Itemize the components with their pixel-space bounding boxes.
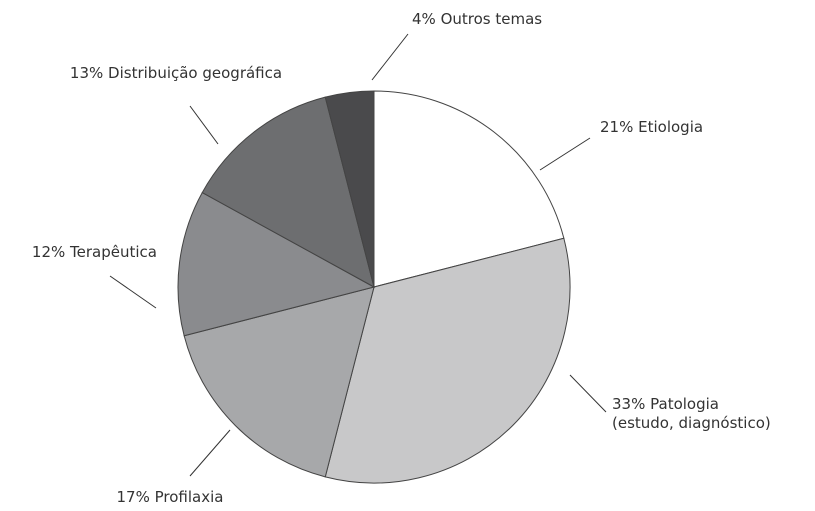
- category-label: Patologia (estudo, diagnóstico): [612, 395, 771, 432]
- value-label: 12%: [31, 243, 66, 261]
- pie-slice: [183, 286, 375, 478]
- value-label: 17%: [116, 488, 150, 506]
- slice-label: 17% Profilaxia: [117, 488, 224, 507]
- slice-label: 4% Outros temas: [412, 10, 542, 29]
- category-label: Profilaxia: [154, 488, 224, 506]
- pie-slice: [177, 191, 376, 337]
- pie-slice: [324, 237, 571, 484]
- category-label: Distribuição geográfica: [108, 64, 283, 82]
- leader-line: [189, 105, 219, 145]
- pie-slice: [201, 96, 375, 288]
- slice-label: 21% Etiologia: [600, 118, 703, 137]
- pie-slice: [373, 90, 565, 288]
- category-label: Terapêutica: [70, 243, 157, 261]
- leader-line: [569, 374, 607, 413]
- slice-label: 13% Distribuição geográfica: [70, 64, 282, 83]
- value-label: 13%: [69, 64, 104, 82]
- category-label: Outros temas: [440, 10, 543, 28]
- pie-slice: [324, 90, 375, 288]
- slice-label: 33% Patologia (estudo, diagnóstico): [612, 395, 771, 433]
- leader-line: [539, 137, 591, 171]
- slice-label: 12% Terapêutica: [32, 243, 157, 262]
- leader-line: [371, 33, 409, 81]
- leader-line: [189, 429, 231, 477]
- leader-line: [109, 275, 157, 309]
- value-label: 33%: [612, 395, 646, 413]
- value-label: 21%: [600, 118, 634, 136]
- category-label: Etiologia: [638, 118, 704, 136]
- value-label: 4%: [412, 10, 436, 28]
